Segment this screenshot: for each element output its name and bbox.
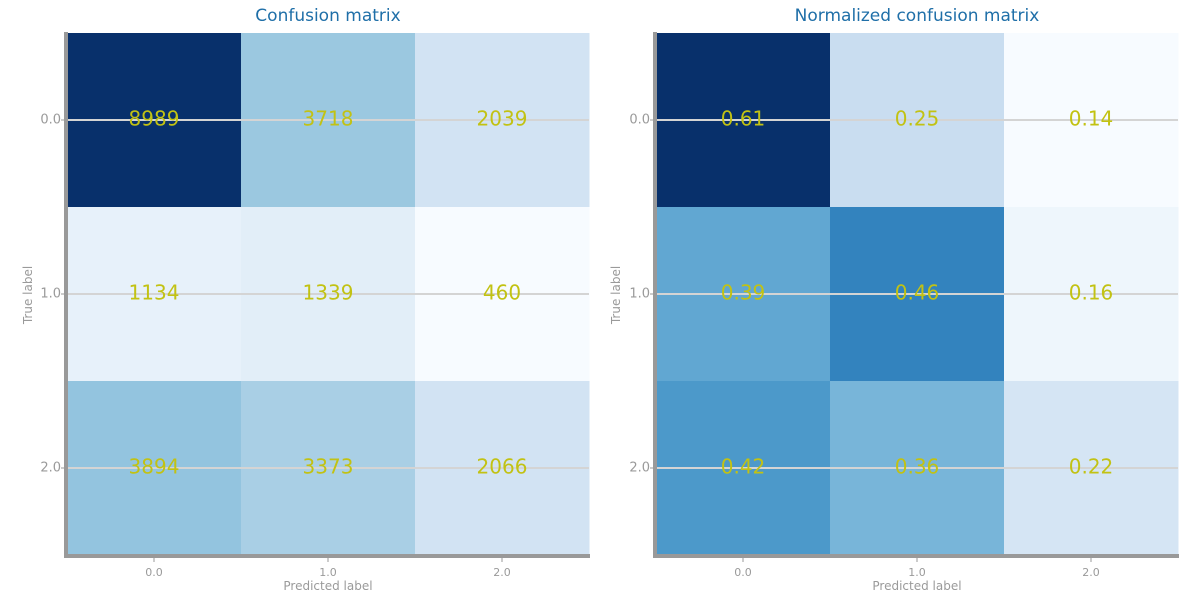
y-tick-label: 0.0 [629,113,650,128]
normalized-confusion-matrix-panel: Normalized confusion matrix 0.61 0.25 0.14… [609,6,1179,593]
x-tick-label: 0.0 [145,566,163,579]
y-tick-label: 1.0 [629,287,650,302]
y-tick-labels: 0.0 1.0 2.0 [40,113,65,476]
cell-value-label: 0.42 [721,455,766,479]
y-tick-labels: 0.0 1.0 2.0 [629,113,654,476]
cell-value-label: 0.61 [721,107,766,131]
y-axis-label: True label [609,266,623,325]
cell-value-label: 0.16 [1069,281,1114,305]
cell-value-label: 3894 [129,455,180,479]
x-axis-label: Predicted label [872,579,961,593]
cell-value-label: 0.36 [895,455,940,479]
x-tick-labels: 0.0 1.0 2.0 [145,558,511,579]
cell-value-label: 2039 [477,107,528,131]
y-axis-label: True label [21,266,35,325]
x-tick-labels: 0.0 1.0 2.0 [734,558,1100,579]
x-tick-label: 0.0 [734,566,752,579]
cell-value-label: 460 [483,281,521,305]
x-tick-label: 2.0 [1082,566,1100,579]
cell-value-label: 3373 [303,455,354,479]
heatmap-cells [656,33,1179,556]
cell-value-label: 2066 [477,455,528,479]
cell-value-label: 0.14 [1069,107,1114,131]
cell-value-label: 1134 [129,281,180,305]
y-tick-label: 2.0 [40,461,61,476]
y-tick-label: 1.0 [40,287,61,302]
cell-value-label: 0.39 [721,281,766,305]
y-tick-label: 2.0 [629,461,650,476]
cell-value-label: 0.22 [1069,455,1114,479]
cell-value-label: 0.46 [895,281,940,305]
x-axis-label: Predicted label [283,579,372,593]
confusion-matrix-panel: Confusion matrix 8989 3718 2039 1134 1339 460… [21,6,590,593]
chart-title: Normalized confusion matrix [795,6,1040,26]
cell-value-label: 3718 [303,107,354,131]
axes [64,32,590,558]
cell-value-label: 0.25 [895,107,940,131]
x-tick-label: 1.0 [908,566,926,579]
heatmap-cells [67,33,590,556]
cell-value-label: 1339 [303,281,354,305]
cell-annotations: 0.61 0.25 0.14 0.39 0.46 0.16 0.42 0.36 0.22 [721,107,1114,479]
x-tick-label: 2.0 [493,566,511,579]
cell-annotations: 8989 3718 2039 1134 1339 460 3894 3373 2066 [129,107,528,479]
cell-value-label: 8989 [129,107,180,131]
axes [653,32,1179,558]
chart-title: Confusion matrix [255,6,400,26]
y-tick-label: 0.0 [40,113,61,128]
x-tick-label: 1.0 [319,566,337,579]
